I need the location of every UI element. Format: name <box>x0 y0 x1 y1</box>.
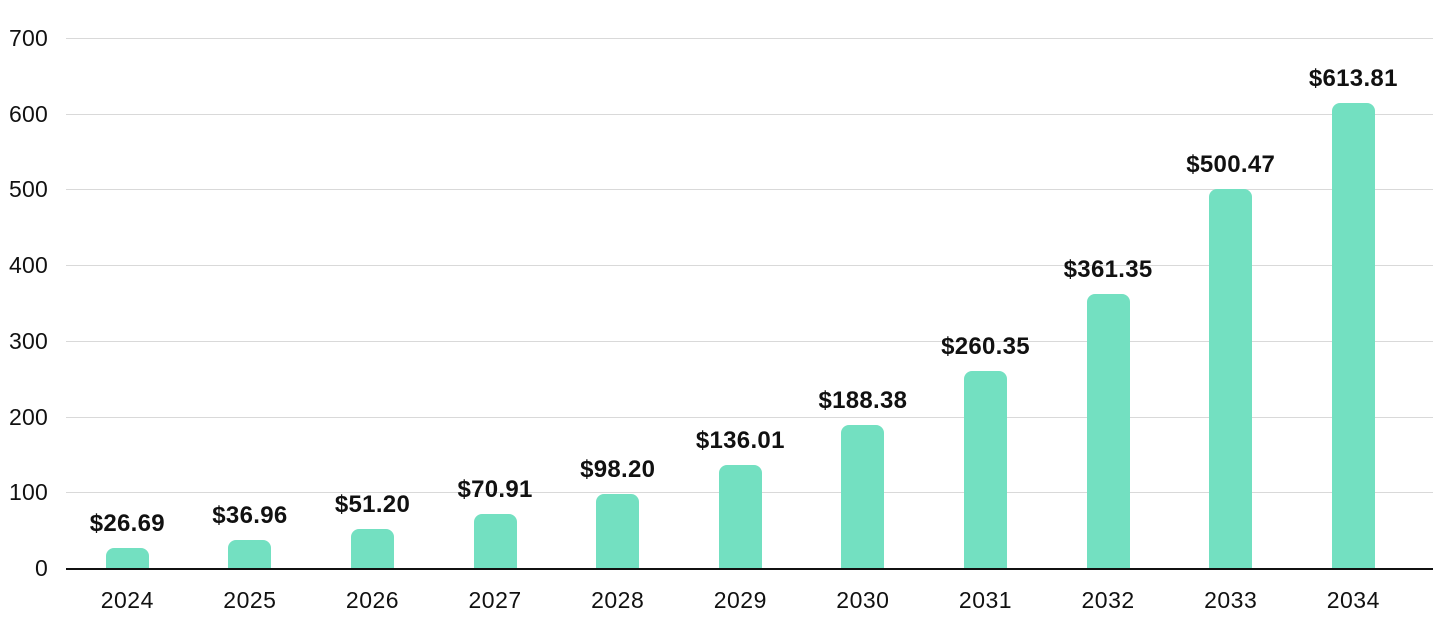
bar-value-label: $51.20 <box>334 491 411 519</box>
y-axis-tick-label: 0 <box>35 555 48 581</box>
bar <box>105 547 149 568</box>
y-axis-tick-label: 600 <box>9 100 48 127</box>
bar <box>228 540 272 568</box>
x-axis-tick-label: 2024 <box>100 587 154 613</box>
bar-value-label: $26.69 <box>89 509 165 537</box>
x-axis-tick-label: 2027 <box>468 587 522 613</box>
y-axis-tick-label: 300 <box>9 327 48 354</box>
bar-value-label: $70.91 <box>457 476 533 504</box>
x-axis-tick-label: 2031 <box>958 587 1013 613</box>
x-axis-tick-label: 2028 <box>591 587 645 613</box>
x-axis-line <box>66 568 1433 570</box>
bar-value-label: $500.47 <box>1186 151 1276 179</box>
x-axis-tick-label: 2030 <box>836 587 890 613</box>
bar-value-label: $36.96 <box>212 502 288 530</box>
gridline <box>66 340 1433 342</box>
bar <box>718 465 762 568</box>
y-axis-tick-label: 400 <box>9 252 48 279</box>
bar-value-label: $136.01 <box>695 427 785 455</box>
gridline <box>66 416 1433 418</box>
y-axis-tick-label: 100 <box>9 479 48 506</box>
bar <box>596 493 640 568</box>
bar-value-label: $361.35 <box>1063 256 1153 284</box>
bar-value-label: $98.20 <box>580 455 656 483</box>
x-axis-tick-label: 2034 <box>1326 587 1380 613</box>
x-axis-tick-label: 2029 <box>713 587 767 613</box>
bar <box>1209 189 1253 568</box>
bar <box>841 425 885 568</box>
bar <box>1331 103 1375 568</box>
x-axis-tick-label: 2033 <box>1204 587 1258 613</box>
gridline <box>66 265 1433 267</box>
x-axis-tick-label: 2025 <box>223 587 277 613</box>
bar <box>351 529 394 568</box>
x-axis-tick-label: 2026 <box>345 587 400 613</box>
bar-value-label: $613.81 <box>1308 65 1398 93</box>
bar <box>964 370 1007 568</box>
y-axis-tick-label: 200 <box>9 403 48 430</box>
gridline <box>66 189 1433 191</box>
gridline <box>66 38 1433 39</box>
bar-value-label: $188.38 <box>818 387 908 415</box>
bar <box>473 514 517 568</box>
y-axis-tick-label: 500 <box>9 176 48 203</box>
gridline <box>66 113 1433 115</box>
bar <box>1086 294 1130 568</box>
bar-value-label: $260.35 <box>941 332 1030 360</box>
x-axis-tick-label: 2032 <box>1081 587 1135 613</box>
y-axis-tick-label: 700 <box>9 25 48 51</box>
